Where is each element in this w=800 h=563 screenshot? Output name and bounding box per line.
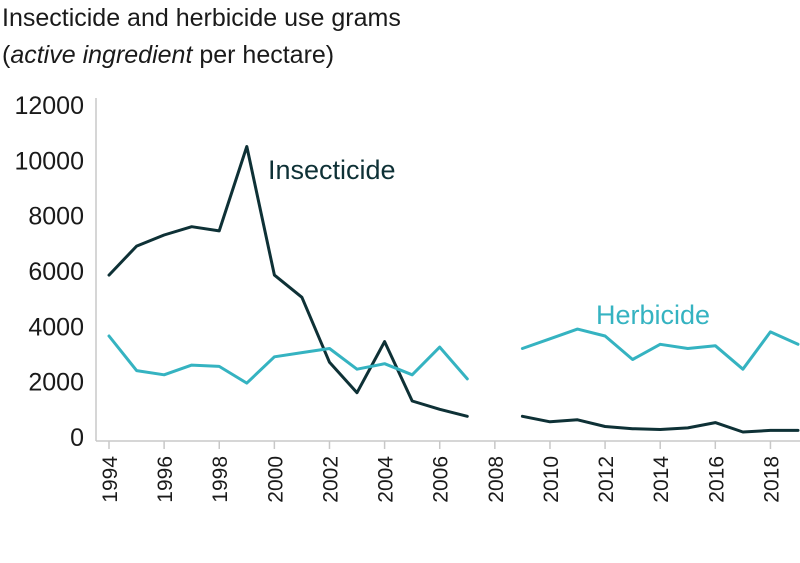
- x-tick-label: 2014: [650, 456, 673, 503]
- chart-title-line-1: Insecticide and herbicide use grams: [2, 4, 401, 32]
- x-tick-label: 2008: [485, 456, 508, 503]
- x-tick-label: 2002: [319, 456, 342, 503]
- series-insecticide: [107, 145, 800, 434]
- title-open-paren: (: [2, 41, 11, 69]
- x-tick-label: 1994: [99, 456, 122, 503]
- y-tick-label: 10000: [14, 147, 84, 175]
- chart-title-line-2: (active ingredient per hectare): [2, 41, 334, 70]
- x-axis-ticks: 1994 1996 1998 2000 2002 2004 2006 2008 2010 2012…: [99, 441, 783, 503]
- x-tick-label: 2004: [375, 456, 398, 503]
- y-tick-label: 8000: [28, 203, 84, 231]
- title-rest: per hectare): [192, 41, 335, 69]
- x-tick-label: 2000: [264, 456, 287, 503]
- series-labels: Insecticide Herbicide: [268, 155, 710, 330]
- x-tick-label: 2018: [760, 456, 783, 503]
- series-lines: [107, 145, 800, 434]
- x-tick-label: 1996: [154, 456, 177, 503]
- y-tick-label: 4000: [28, 313, 84, 341]
- x-tick-label: 1998: [209, 456, 232, 503]
- series-label-herbicide: Herbicide: [596, 300, 710, 330]
- series-label-insecticide: Insecticide: [268, 155, 396, 185]
- series-herbicide: [107, 327, 800, 385]
- series-line-segment: [520, 327, 800, 371]
- x-tick-label: 2006: [430, 456, 453, 503]
- series-line-segment: [520, 414, 800, 434]
- y-tick-label: 0: [70, 424, 84, 452]
- series-line-segment: [107, 145, 469, 418]
- y-axis-ticks: 0 2000 4000 6000 8000 10000 12000: [14, 92, 84, 452]
- title-italic-part: active ingredient: [10, 41, 193, 69]
- y-tick-label: 2000: [28, 369, 84, 397]
- x-tick-label: 2016: [705, 456, 728, 503]
- x-tick-label: 2012: [595, 456, 618, 503]
- y-tick-label: 6000: [28, 258, 84, 286]
- series-line-segment: [107, 334, 469, 385]
- x-tick-label: 2010: [540, 456, 563, 503]
- y-tick-label: 12000: [14, 92, 84, 120]
